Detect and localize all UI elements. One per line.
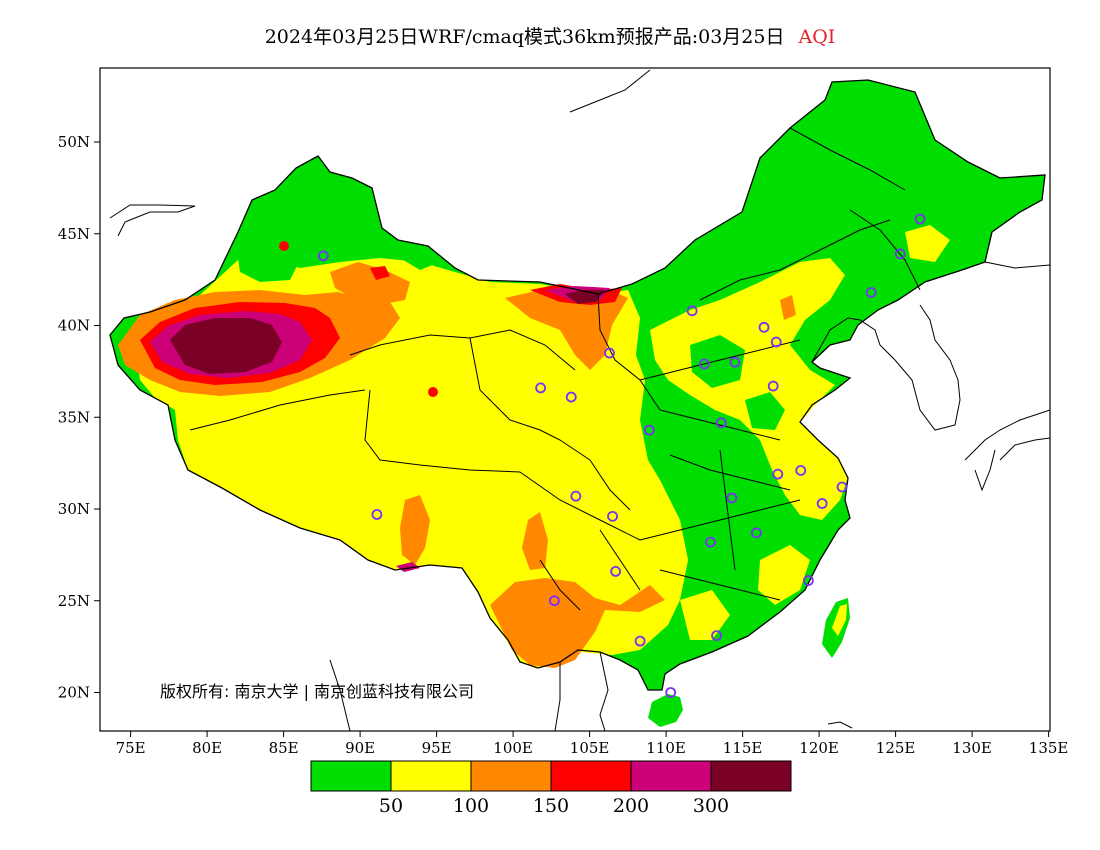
station-marker <box>705 536 716 548</box>
lat-tick-label: 35N <box>58 408 90 426</box>
station-marker <box>894 248 906 260</box>
legend-label: 300 <box>693 795 729 817</box>
aqi-zone-100-150-sichuan <box>522 512 548 570</box>
lon-tick-label: 100E <box>493 739 533 757</box>
aqi-zone-yellow-guangxi <box>680 590 730 640</box>
lat-tick-label: 25N <box>58 592 90 610</box>
lon-tick-label: 135E <box>1029 739 1069 757</box>
lon-tick-label: 75E <box>116 739 146 757</box>
station-marker <box>565 391 577 403</box>
aqi-hotspot-lhasa-west <box>428 387 438 397</box>
lat-tick-label: 40N <box>58 317 90 335</box>
legend-color-box <box>390 760 472 792</box>
map-title-variable: AQI <box>798 26 836 48</box>
station-marker <box>914 213 926 225</box>
aqi-zone-300-plus-tarim <box>170 318 282 374</box>
station-marker <box>816 498 828 509</box>
aqi-zone-yellow-southeast-coast <box>758 545 810 605</box>
station-marker <box>371 509 383 520</box>
aqi-zone-green-hebei <box>745 392 785 430</box>
province-boundaries <box>189 127 921 611</box>
lon-tick-label: 130E <box>952 739 992 757</box>
legend-label: 150 <box>533 795 569 817</box>
longitude-axis: 75E 80E 85E 90E 95E 100E 105E 110E 115E 120E 125E 1… <box>116 731 1069 757</box>
station-marker <box>767 380 779 392</box>
aqi-zone-green-shandong-hills <box>690 335 745 388</box>
aqi-hotspot-xinjiang <box>279 241 289 251</box>
legend-color-box <box>550 760 632 792</box>
station-marker <box>610 565 622 577</box>
station-marker <box>772 468 784 480</box>
map-title: 2024年03月25日WRF/cmaq模式36km预报产品:03月25日 AQI <box>0 22 1100 49</box>
station-marker <box>836 481 848 493</box>
lon-tick-label: 115E <box>723 739 763 757</box>
legend-color-box <box>710 760 792 792</box>
aqi-zone-100-150-east <box>780 295 796 320</box>
station-marker <box>795 465 807 476</box>
aqi-zone-50-100-north-plain <box>650 258 848 520</box>
station-marker <box>729 356 741 368</box>
monitoring-stations <box>317 213 926 698</box>
aqi-color-legend: 50 100 150 200 300 <box>310 760 792 817</box>
china-outline <box>109 79 1046 691</box>
taiwan-yellow <box>832 604 847 636</box>
station-marker <box>802 575 814 586</box>
lat-tick-label: 30N <box>58 500 90 518</box>
lon-tick-label: 120E <box>799 739 839 757</box>
aqi-zone-100-150-gansu <box>505 290 628 370</box>
legend-color-box <box>630 760 712 792</box>
aqi-zone-100-150-yunnan <box>490 578 665 668</box>
neighbor-coastlines <box>109 69 1050 731</box>
lat-tick-label: 50N <box>58 133 90 151</box>
lon-tick-label: 85E <box>269 739 299 757</box>
aqi-zone-100-150-junggar <box>330 262 410 305</box>
station-marker <box>726 492 738 504</box>
station-marker <box>715 417 727 429</box>
copyright-text: 版权所有: 南京大学 | 南京创蓝科技有限公司 <box>160 682 474 701</box>
station-marker <box>570 490 582 502</box>
lon-tick-label: 80E <box>192 739 222 757</box>
latitude-axis: 50N 45N 40N 35N 30N 25N 20N <box>58 133 100 702</box>
legend-color-box <box>310 760 392 792</box>
lon-tick-label: 125E <box>876 739 916 757</box>
station-marker <box>604 347 615 359</box>
aqi-zone-yellow-northeast <box>905 225 950 262</box>
station-marker <box>865 287 877 298</box>
station-marker <box>317 250 329 262</box>
lon-tick-label: 95E <box>422 739 452 757</box>
station-marker <box>698 358 710 370</box>
map-title-main: 2024年03月25日WRF/cmaq模式36km预报产品:03月25日 <box>264 26 785 48</box>
lon-tick-label: 110E <box>646 739 686 757</box>
hainan-island <box>648 694 683 727</box>
station-marker <box>607 510 618 522</box>
lat-tick-label: 20N <box>58 684 90 702</box>
aqi-zone-100-150-tibet-south <box>400 495 430 565</box>
lon-tick-label: 105E <box>570 739 610 757</box>
lat-tick-label: 45N <box>58 225 90 243</box>
legend-label: 200 <box>613 795 649 817</box>
map-frame <box>99 67 1051 732</box>
station-marker <box>634 635 646 647</box>
station-marker <box>711 630 722 642</box>
station-marker <box>750 527 762 539</box>
aqi-zone-green-bayingol <box>238 248 300 282</box>
lon-tick-label: 90E <box>345 739 375 757</box>
aqi-zone-green-tianshan <box>395 250 440 270</box>
station-marker <box>770 336 782 348</box>
aqi-zone-150-200-spot <box>370 266 390 280</box>
station-marker <box>686 305 698 317</box>
station-marker <box>665 687 677 698</box>
legend-label: 100 <box>453 795 489 817</box>
station-marker <box>535 382 547 394</box>
station-marker <box>758 321 770 333</box>
legend-label: 50 <box>379 795 403 817</box>
legend-color-box <box>470 760 552 792</box>
station-marker <box>549 595 560 607</box>
station-marker <box>643 424 655 436</box>
